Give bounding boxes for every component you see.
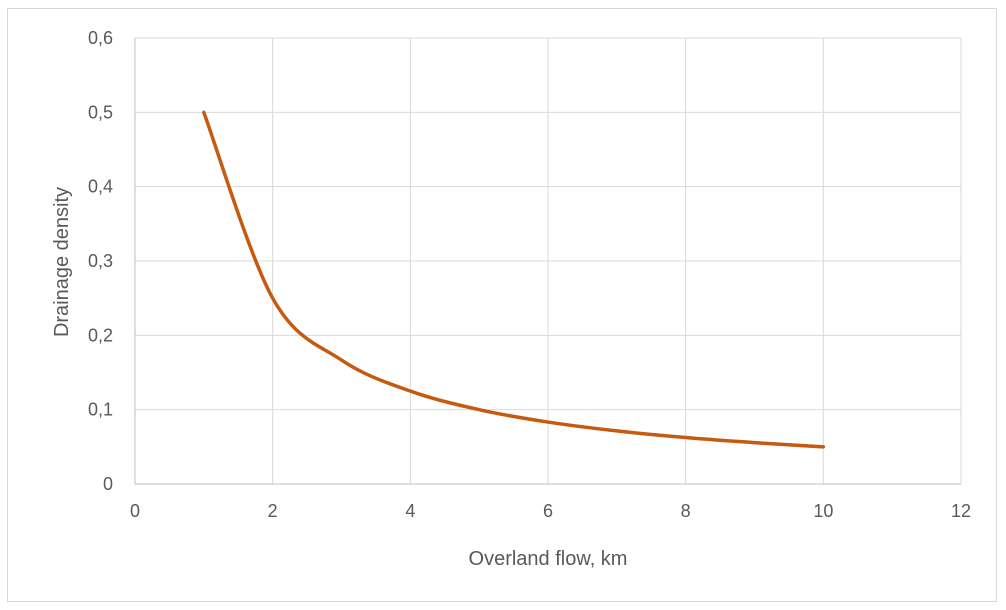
gridlines <box>135 37 962 484</box>
x-axis-title: Overland flow, km <box>469 548 628 570</box>
x-tick-label: 8 <box>681 501 691 521</box>
chart-area <box>7 8 997 602</box>
y-tick-label: 0,3 <box>88 251 113 271</box>
y-tick-label: 0,5 <box>88 102 113 122</box>
x-tick-label: 6 <box>543 501 553 521</box>
y-tick-label: 0,2 <box>88 325 113 345</box>
tick-labels: 0 0,1 0,2 0,3 0,4 0,5 0,6 0 2 4 6 8 10 12 <box>88 28 971 521</box>
x-tick-label: 12 <box>951 501 971 521</box>
y-axis-title: Drainage density <box>51 187 73 337</box>
x-tick-label: 2 <box>268 501 278 521</box>
y-tick-label: 0,1 <box>88 400 113 420</box>
axes <box>134 38 961 485</box>
y-tick-label: 0,4 <box>88 177 113 197</box>
series-line <box>202 110 826 449</box>
y-tick-label: 0,6 <box>88 28 113 48</box>
x-tick-label: 4 <box>405 501 415 521</box>
x-tick-label: 10 <box>813 501 833 521</box>
y-tick-label: 0 <box>103 474 113 494</box>
x-tick-label: 0 <box>130 501 140 521</box>
plot-series <box>202 110 826 449</box>
